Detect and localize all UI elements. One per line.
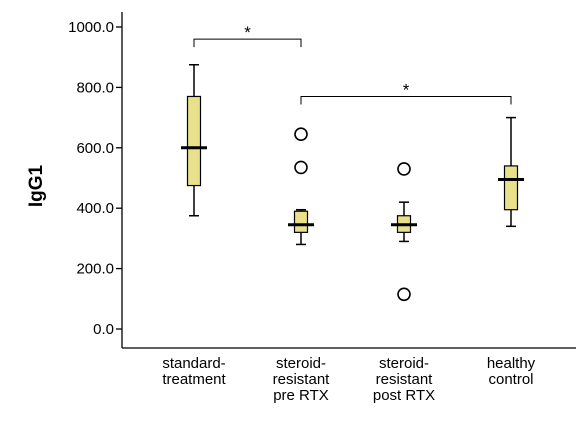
significance-label: * (403, 80, 410, 99)
y-tick-label: 0.0 (93, 321, 114, 338)
significance-bracket (193, 38, 302, 48)
y-tick-label: 600.0 (76, 140, 114, 157)
y-tick-label: 800.0 (76, 79, 114, 96)
outlier-point (397, 287, 411, 302)
box-iqr (186, 95, 202, 187)
plot-area: ** (181, 23, 524, 302)
box-iqr (503, 165, 519, 211)
y-tick-label: 400.0 (76, 200, 114, 217)
y-tick-label: 200.0 (76, 261, 114, 278)
outlier-point (294, 160, 308, 175)
box-iqr (293, 210, 309, 233)
significance-bracket (300, 95, 512, 105)
x-tick-label: standard-treatment (162, 355, 226, 388)
x-tick-label: steroid-resistant pre RTX (273, 355, 331, 404)
x-tick-label: healthy control (487, 355, 536, 388)
x-tick-label: steroid-resistant post RTX (373, 355, 435, 404)
y-tick-label: 1000.0 (68, 19, 114, 36)
axes: 0.0 200.0 400.0 600.0 800.0 1000.0 standard-tr… (68, 12, 576, 404)
y-axis-label: IgG1 (26, 164, 47, 207)
significance-label: * (244, 23, 251, 42)
outlier-point (397, 162, 411, 176)
outlier-point (294, 127, 308, 142)
